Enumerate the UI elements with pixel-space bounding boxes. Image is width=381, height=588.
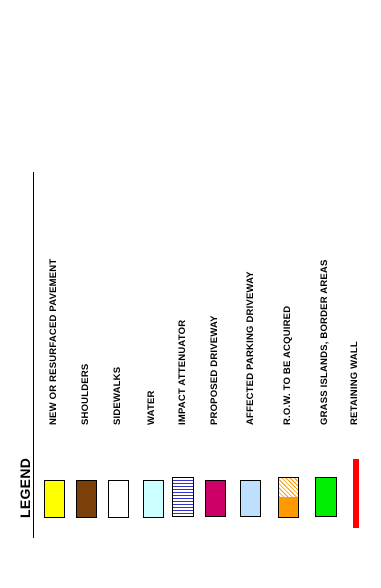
swatch-retaining-wall: [353, 459, 359, 528]
label-sidewalks: SIDEWALKS: [112, 366, 123, 425]
label-retaining-wall: RETAINING WALL: [349, 341, 360, 425]
swatch-row-acquired: [278, 477, 299, 518]
swatch-water: [143, 480, 164, 518]
label-affected-parking: AFFECTED PARKING DRIVEWAY: [245, 271, 256, 425]
swatch-sidewalks: [108, 480, 129, 518]
label-proposed-driveway: PROPOSED DRIVEWAY: [209, 315, 220, 425]
label-impact-attenuator: IMPACT ATTENUATOR: [177, 319, 188, 425]
swatch-affected-parking: [240, 480, 261, 517]
label-pavement: NEW OR RESURFACED PAVEMENT: [48, 258, 59, 425]
swatch-impact-attenuator: [172, 477, 194, 517]
label-grass-islands: GRASS ISLANDS, BORDER AREAS: [319, 259, 330, 425]
swatch-proposed-driveway: [205, 480, 226, 517]
label-row-acquired: R.O.W. TO BE ACQUIRED: [282, 305, 293, 425]
label-water: WATER: [146, 390, 157, 425]
swatch-grass-islands: [315, 477, 337, 517]
legend-divider: [33, 172, 34, 538]
legend-title: LEGEND: [17, 457, 33, 518]
swatch-shoulders: [76, 480, 97, 518]
label-shoulders: SHOULDERS: [80, 363, 91, 425]
swatch-pavement: [44, 480, 65, 518]
